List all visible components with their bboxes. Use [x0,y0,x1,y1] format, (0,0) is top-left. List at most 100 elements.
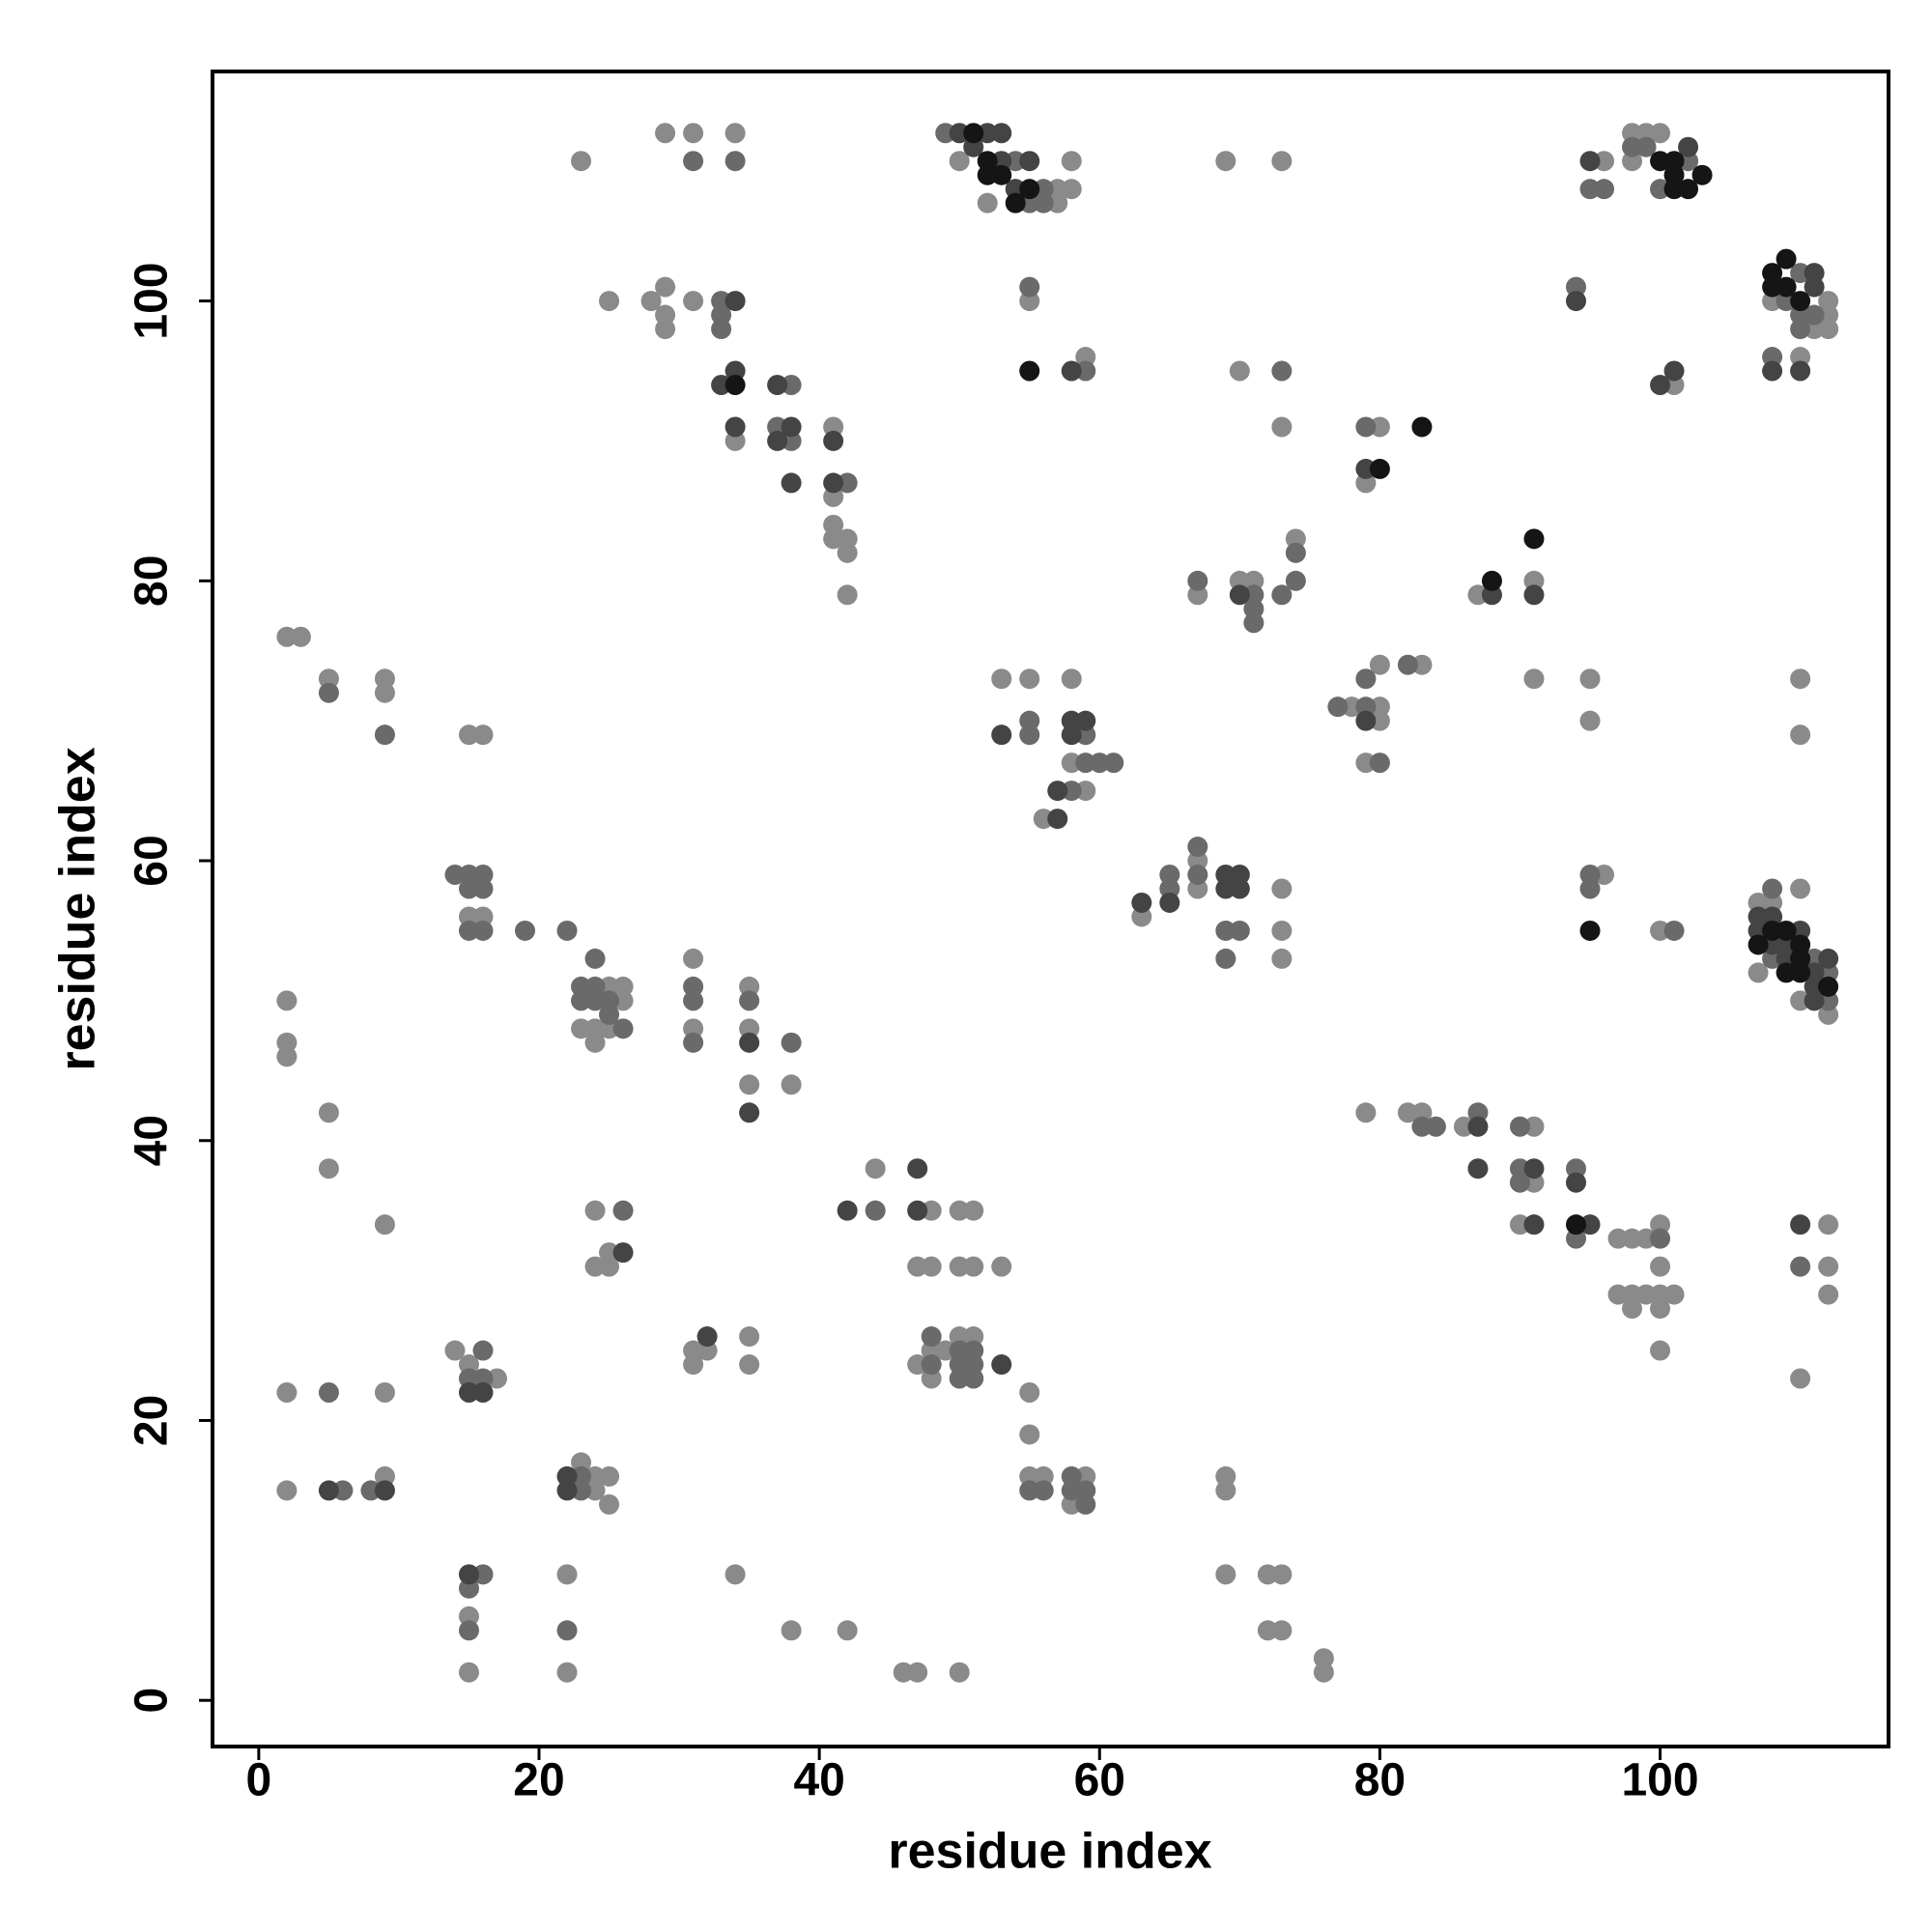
point [599,1493,620,1515]
point [584,1032,606,1053]
point [1187,570,1208,591]
point [991,164,1012,185]
point [1663,164,1685,185]
point [1061,1465,1082,1487]
point [458,724,479,746]
point [1061,781,1082,802]
point [1019,192,1040,213]
y-axis-title: residue index [50,747,106,1070]
point [1397,1102,1418,1123]
point [655,304,676,326]
point [1215,1465,1236,1487]
point [781,374,802,395]
y-tick-label: 0 [127,1688,178,1714]
point [472,1340,494,1361]
point [1818,990,1839,1011]
point [1019,1381,1040,1403]
point [318,668,339,690]
point [1678,151,1699,172]
point [1019,179,1040,200]
point [865,1158,886,1179]
point [739,990,760,1011]
point [458,1605,479,1627]
point [1467,1158,1489,1179]
point [444,865,466,886]
point [584,990,606,1011]
point [1425,1116,1446,1137]
x-tick-label: 20 [513,1755,564,1806]
point [444,1340,466,1361]
point [1369,753,1390,774]
point [1075,1493,1096,1515]
point [1355,753,1377,774]
point [1159,865,1180,886]
point [1663,179,1685,200]
point [1285,542,1306,563]
point [781,430,802,451]
point [571,151,592,172]
point [571,976,592,997]
point [1257,1564,1278,1585]
point [290,626,311,647]
point [1033,179,1054,200]
point [1131,892,1152,913]
point [1285,528,1306,550]
point [683,948,704,969]
point [1061,668,1082,690]
point [1818,1284,1839,1305]
plot-frame [211,70,1890,1748]
point [1355,668,1377,690]
point [837,1620,858,1641]
point [374,1381,395,1403]
point [991,1256,1012,1277]
x-tick-label: 60 [1074,1755,1125,1806]
point [1061,1480,1082,1501]
point [472,865,494,886]
point [1818,319,1839,340]
point [1019,151,1040,172]
point [724,430,746,451]
point [276,990,298,1011]
point [1790,920,1811,941]
point [1033,1465,1054,1487]
point [571,1452,592,1473]
point [1776,920,1797,941]
point [683,1032,704,1053]
point [921,1340,942,1361]
point [837,472,858,494]
point [599,1256,620,1277]
point [1131,906,1152,927]
point [612,990,634,1011]
point [472,920,494,941]
point [1467,1116,1489,1137]
point [1187,584,1208,606]
point [823,472,844,494]
point [1229,570,1250,591]
point [1523,1214,1545,1236]
point [599,990,620,1011]
point [472,878,494,899]
point [1790,1214,1811,1236]
point [921,1368,942,1389]
point [1369,696,1390,718]
point [1271,151,1293,172]
point [1594,151,1615,172]
point [1019,360,1040,382]
point [865,1200,886,1221]
point [1019,1424,1040,1445]
point [1762,291,1783,312]
point [1776,291,1797,312]
point [1369,710,1390,731]
point [949,1326,970,1348]
point [963,1340,984,1361]
point [1523,1116,1545,1137]
point [458,878,479,899]
point [1523,1172,1545,1193]
point [1243,612,1264,634]
point [612,976,634,997]
point [683,1340,704,1361]
point [1594,179,1615,200]
point [1271,920,1293,941]
point [1635,123,1657,144]
